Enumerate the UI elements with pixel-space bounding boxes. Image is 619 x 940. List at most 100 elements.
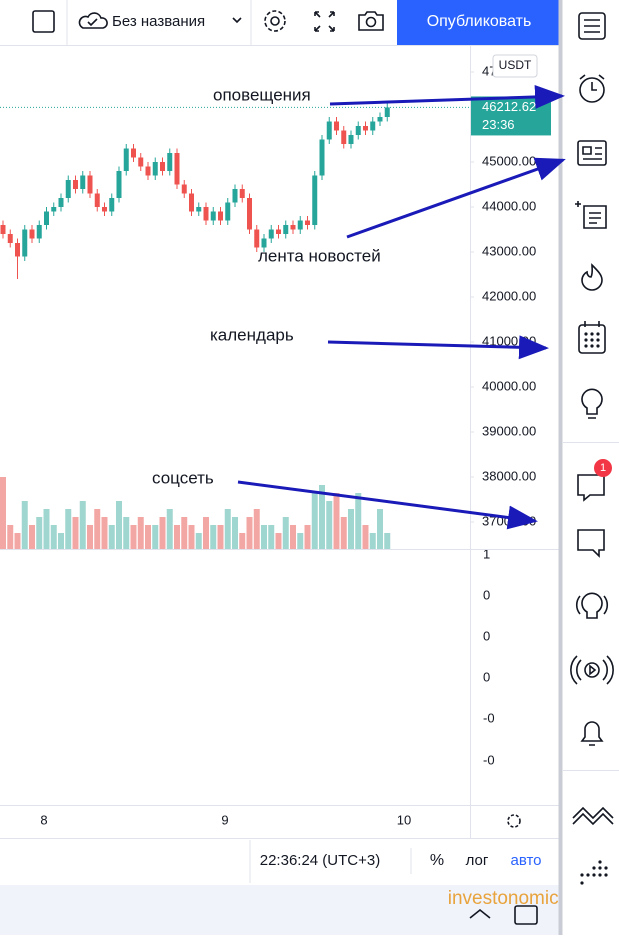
candle-body xyxy=(355,126,361,135)
cloud-icon xyxy=(78,12,108,29)
axis-settings[interactable] xyxy=(507,814,521,828)
volume-bar xyxy=(87,525,93,549)
candle-body xyxy=(305,220,310,225)
annotation: календарь xyxy=(210,325,294,344)
clock[interactable]: 22:36:24 (UTC+3) xyxy=(260,852,380,869)
volume-bar xyxy=(246,517,253,549)
layout-button[interactable] xyxy=(32,10,55,33)
volume-bar xyxy=(384,533,391,549)
publish-label[interactable]: Опубликовать xyxy=(427,13,532,30)
y-tick-label: 42000.00 xyxy=(482,288,536,303)
volume-bar xyxy=(145,525,151,549)
volume-bar xyxy=(116,501,122,549)
y-tick-label: 44000.00 xyxy=(482,198,536,213)
volume-tick-label: 0 xyxy=(483,669,490,684)
volume-tick-label: 1 xyxy=(483,546,490,561)
volume-tick-label: -0 xyxy=(483,752,495,767)
volume-tick-label: 0 xyxy=(483,628,490,643)
last-price: 46212.62 xyxy=(482,99,536,114)
candle-body xyxy=(22,229,28,257)
settings-button[interactable] xyxy=(270,16,280,26)
volume-bar xyxy=(29,525,35,549)
candle-body xyxy=(138,157,144,167)
volume-bar xyxy=(355,493,362,549)
volume-bar xyxy=(239,533,246,549)
volume-bar xyxy=(58,533,64,549)
candle-body xyxy=(218,211,223,221)
candle-body xyxy=(58,198,64,207)
candle-body xyxy=(131,148,136,158)
candle-body xyxy=(348,135,354,144)
fullscreen-button[interactable] xyxy=(314,11,335,32)
volume-bar xyxy=(181,517,188,549)
settings-gear xyxy=(264,10,286,32)
volume-bar xyxy=(304,525,311,549)
volume-tick-label: -0 xyxy=(483,710,495,725)
candle-body xyxy=(181,184,187,194)
candle-body xyxy=(312,175,318,225)
candle-body xyxy=(370,121,376,131)
auto-toggle[interactable]: авто xyxy=(510,852,541,869)
volume-bar xyxy=(319,485,325,549)
candle-body xyxy=(29,229,35,239)
volume-bar xyxy=(50,525,57,549)
candle-body xyxy=(341,130,347,144)
volume-bar xyxy=(43,509,50,549)
volume-bar xyxy=(123,517,130,549)
volume-bar xyxy=(65,509,72,549)
candle-body xyxy=(297,220,303,230)
volume-bar xyxy=(210,525,217,549)
volume-bar xyxy=(377,509,383,549)
candle-body xyxy=(225,202,231,221)
volume-bar xyxy=(268,525,275,549)
volume-bar xyxy=(253,509,260,549)
volume-bar xyxy=(340,517,347,549)
footer xyxy=(0,885,563,935)
publish-button[interactable] xyxy=(397,0,562,45)
candle-body xyxy=(7,234,13,243)
volume-bar xyxy=(333,493,340,549)
volume-bar xyxy=(7,525,14,549)
volume-bar xyxy=(188,525,195,549)
candle-body xyxy=(116,171,122,198)
candle-body xyxy=(326,121,332,140)
volume-bar xyxy=(159,517,166,549)
y-tick-label: 40000.00 xyxy=(482,378,536,393)
percent-toggle[interactable]: % xyxy=(430,852,444,869)
candle-body xyxy=(80,175,86,189)
candle-body xyxy=(0,225,6,234)
annotation: соцсеть xyxy=(152,468,214,487)
volume-bar xyxy=(217,525,224,549)
volume-bar xyxy=(130,525,137,549)
candle-body xyxy=(109,198,115,212)
candle-body xyxy=(276,229,281,234)
candle-body xyxy=(174,153,180,185)
countdown: 23:36 xyxy=(482,117,515,132)
volume-bar xyxy=(36,517,43,549)
candle-body xyxy=(73,180,78,189)
chart-title[interactable]: Без названия xyxy=(112,13,205,30)
candle-body xyxy=(145,166,151,176)
volume-bar xyxy=(232,517,238,549)
volume-bar xyxy=(224,509,231,549)
sidebar-icons[interactable] xyxy=(570,12,614,885)
volume-tick-label: 0 xyxy=(483,587,490,602)
volume-bar xyxy=(137,517,144,549)
snapshot-button[interactable] xyxy=(358,11,384,31)
candle-body xyxy=(283,225,289,234)
log-toggle[interactable]: лог xyxy=(466,852,489,869)
x-tick-label: 8 xyxy=(40,812,47,827)
y-tick-label: 43000.00 xyxy=(482,243,536,258)
candle-body xyxy=(384,107,390,117)
x-tick-label: 9 xyxy=(221,812,228,827)
chevron[interactable] xyxy=(232,17,242,24)
currency-badge[interactable] xyxy=(492,54,538,78)
volume-bar xyxy=(369,533,376,549)
volume-bar xyxy=(282,517,289,549)
candle-body xyxy=(102,207,107,212)
candle-body xyxy=(196,207,202,212)
candle-body xyxy=(232,189,238,203)
candle-body xyxy=(167,153,173,171)
candle-body xyxy=(44,211,49,225)
